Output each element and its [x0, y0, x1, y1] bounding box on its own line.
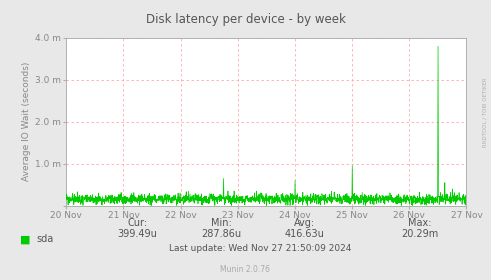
- Text: RRDTOOL / TOBI OETIKER: RRDTOOL / TOBI OETIKER: [483, 77, 488, 147]
- Y-axis label: Average IO Wait (seconds): Average IO Wait (seconds): [22, 62, 30, 181]
- Text: Cur:: Cur:: [128, 218, 147, 228]
- Text: ■: ■: [20, 234, 30, 244]
- Text: Max:: Max:: [408, 218, 432, 228]
- Text: Last update: Wed Nov 27 21:50:09 2024: Last update: Wed Nov 27 21:50:09 2024: [169, 244, 352, 253]
- Text: 399.49u: 399.49u: [117, 229, 158, 239]
- Text: Munin 2.0.76: Munin 2.0.76: [220, 265, 271, 274]
- Text: sda: sda: [37, 234, 54, 244]
- Text: Disk latency per device - by week: Disk latency per device - by week: [145, 13, 346, 25]
- Text: Avg:: Avg:: [294, 218, 315, 228]
- Text: 416.63u: 416.63u: [284, 229, 325, 239]
- Text: 20.29m: 20.29m: [401, 229, 438, 239]
- Text: Min:: Min:: [211, 218, 231, 228]
- Text: 287.86u: 287.86u: [201, 229, 241, 239]
